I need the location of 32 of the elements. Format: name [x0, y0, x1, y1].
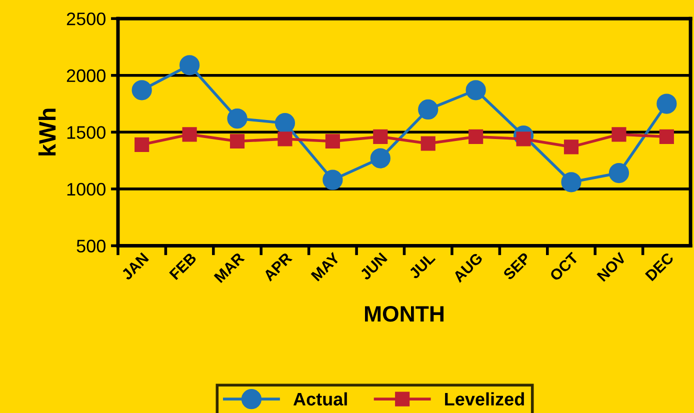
point — [132, 80, 152, 100]
point — [656, 94, 677, 114]
point — [278, 132, 292, 146]
y-tick-label: 1500 — [67, 126, 106, 139]
point — [468, 129, 484, 144]
y-tick-label: 1000 — [67, 182, 106, 196]
point — [659, 129, 674, 144]
point — [325, 134, 340, 149]
y-tick-label: 500 — [76, 240, 106, 252]
legend-label: Levelized — [445, 392, 524, 406]
point — [227, 108, 248, 129]
point — [230, 134, 245, 149]
y-tick-label: 2500 — [66, 12, 106, 26]
point — [134, 137, 150, 152]
legend-label: Actual — [293, 392, 347, 406]
x-axis-title: MONTH — [365, 306, 444, 322]
point — [179, 55, 200, 76]
y-tick-label: 2000 — [66, 69, 106, 82]
point — [564, 140, 579, 154]
point — [373, 129, 388, 144]
point — [608, 162, 630, 184]
point — [418, 99, 438, 120]
point — [370, 148, 390, 168]
x-tick-label: JUL — [408, 252, 436, 280]
point — [274, 113, 296, 134]
point — [420, 136, 436, 151]
point — [466, 80, 486, 100]
y-axis-title: kWh — [38, 108, 56, 156]
point — [182, 127, 197, 142]
point — [561, 172, 582, 192]
point — [322, 170, 343, 190]
point — [612, 127, 626, 142]
